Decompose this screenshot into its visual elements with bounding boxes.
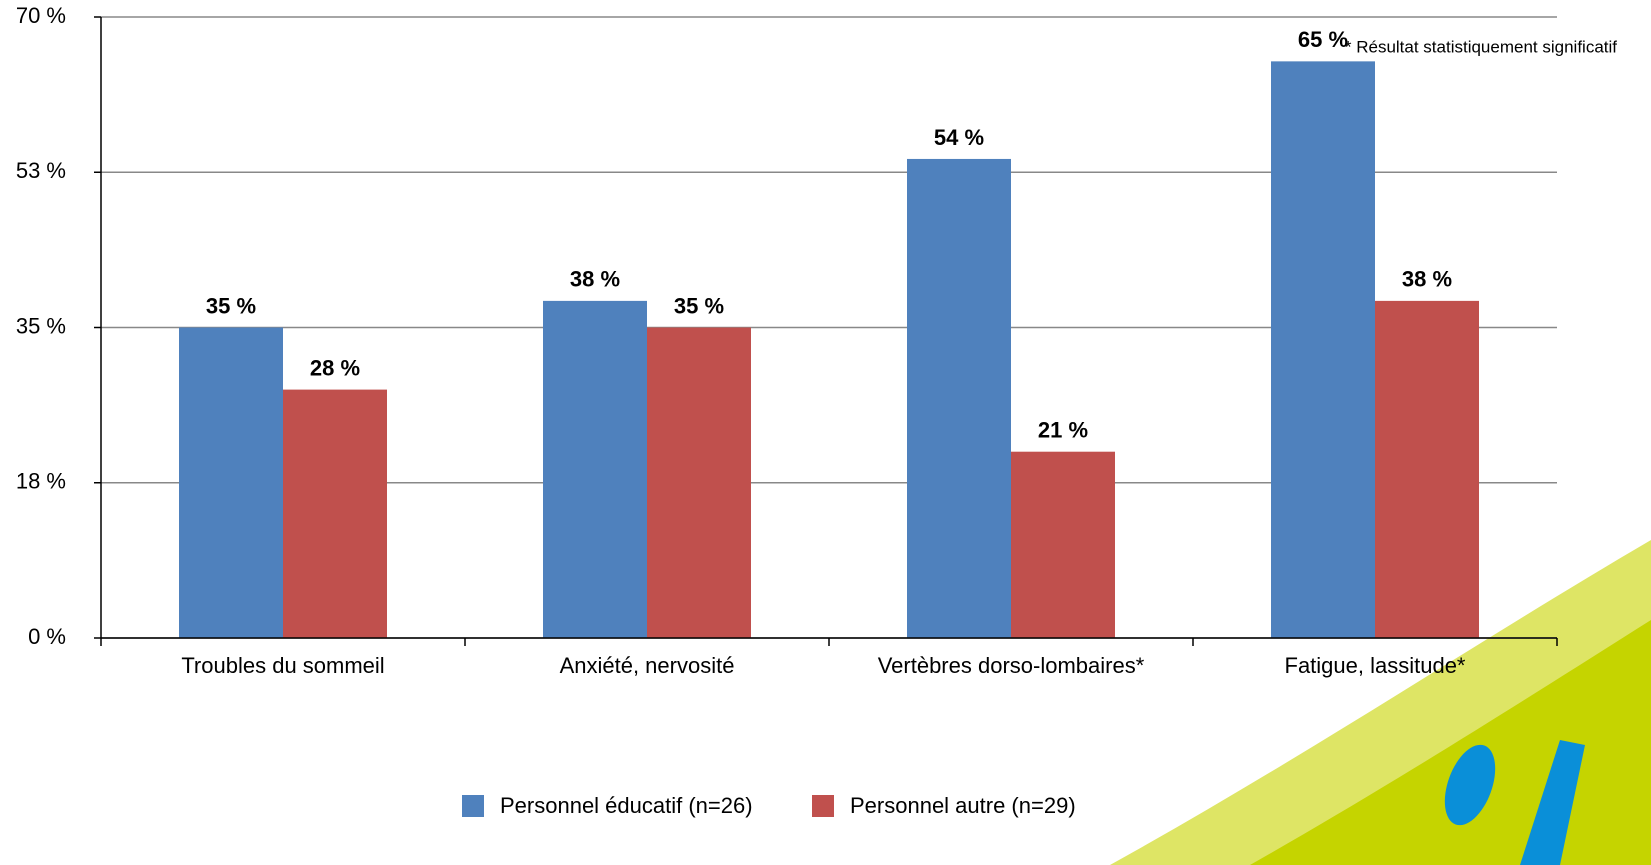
bar: [1375, 300, 1479, 638]
bar: [179, 327, 283, 638]
legend-label: Personnel autre (n=29): [850, 793, 1076, 818]
bar: [1271, 61, 1375, 639]
bar: [543, 300, 647, 638]
logo-decoration: [1110, 540, 1651, 865]
x-tick-label: Vertèbres dorso-lombaires*: [878, 653, 1145, 678]
value-label: 38 %: [570, 267, 620, 292]
value-label: 54 %: [934, 125, 984, 150]
value-label: 38 %: [1402, 267, 1452, 292]
y-tick-label: 53 %: [16, 158, 66, 183]
annotation: * Résultat statistiquement significatif: [1345, 37, 1617, 56]
bar: [283, 389, 387, 638]
legend-label: Personnel éducatif (n=26): [500, 793, 753, 818]
x-tick-label: Anxiété, nervosité: [560, 653, 735, 678]
value-label: 35 %: [674, 293, 724, 318]
y-tick-label: 0 %: [28, 624, 66, 649]
bar: [1011, 451, 1115, 638]
value-label: 21 %: [1038, 418, 1088, 443]
bar: [647, 327, 751, 638]
y-tick-label: 35 %: [16, 313, 66, 338]
y-tick-label: 70 %: [16, 3, 66, 28]
y-tick-label: 18 %: [16, 469, 66, 494]
value-label: 35 %: [206, 293, 256, 318]
value-label: 65 %: [1298, 27, 1348, 52]
x-tick-label: Fatigue, lassitude*: [1285, 653, 1466, 678]
legend-swatch: [462, 795, 484, 817]
value-label: 28 %: [310, 355, 360, 380]
legend-swatch: [812, 795, 834, 817]
bar: [907, 158, 1011, 638]
x-tick-label: Troubles du sommeil: [181, 653, 384, 678]
